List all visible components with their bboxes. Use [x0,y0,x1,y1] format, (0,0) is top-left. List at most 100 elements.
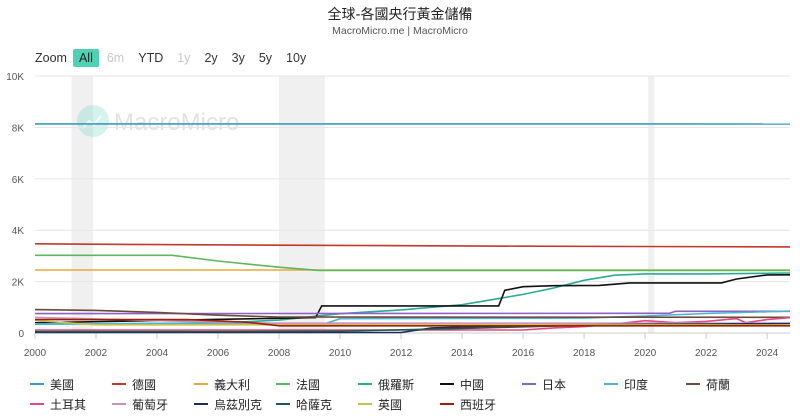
legend-swatch-icon [30,383,44,385]
x-tick-label: 2016 [512,348,535,359]
recession-bands [71,76,655,333]
zoom-button-10y[interactable]: 10y [286,51,307,65]
legend-label: 土耳其 [50,397,87,412]
series-line-英國[interactable] [34,319,791,326]
x-tick-label: 2022 [695,348,718,359]
legend-row: 土耳其 葡萄牙 烏茲別克 哈薩克 英國 西班牙 [30,394,800,414]
legend-swatch-icon [358,403,372,405]
chart-legend: 美國 德國 義大利 法國 俄羅斯 中國 日本 印度 荷蘭 土耳其 葡萄牙 烏茲別克 哈薩克 英國 西班牙 [30,374,800,414]
legend-swatch-icon [112,403,126,405]
legend-label: 日本 [542,377,567,392]
legend-item[interactable]: 俄羅斯 [358,376,440,393]
legend-swatch-icon [522,383,536,385]
y-tick-label: 6K [12,175,25,186]
legend-label: 中國 [460,377,485,392]
x-tick-label: 2010 [329,348,352,359]
x-tick-label: 2002 [85,348,108,359]
legend-item[interactable]: 西班牙 [440,396,522,413]
legend-label: 哈薩克 [296,397,333,412]
legend-label: 印度 [624,377,649,392]
recession-band [648,76,655,333]
legend-item[interactable]: 中國 [440,376,522,393]
legend-item[interactable]: 義大利 [194,376,276,393]
legend-item[interactable]: 哈薩克 [276,396,358,413]
legend-swatch-icon [686,383,700,385]
recession-band [279,76,325,333]
legend-label: 西班牙 [460,397,497,412]
series-line-法國[interactable] [35,254,790,272]
x-tick-label: 2004 [146,348,169,359]
recession-band [71,76,93,333]
chart-title: 全球-各國央行黃金儲備 [327,7,473,23]
legend-label: 德國 [132,377,157,392]
zoom-button-5y[interactable]: 5y [258,51,273,65]
chart-subtitle: MacroMicro.me | MacroMicro [332,25,468,37]
legend-swatch-icon [440,403,454,405]
zoom-button-6m[interactable]: 6m [106,51,125,65]
zoom-range-selector: Zoom All 6m YTD 1y 2y 3y 5y 10y [35,49,314,67]
legend-label: 烏茲別克 [214,397,263,412]
legend-swatch-icon [604,383,618,385]
series-line-日本[interactable] [34,310,790,315]
legend-label: 俄羅斯 [378,377,415,392]
y-tick-label: 10K [6,72,24,83]
x-tick-label: 2000 [24,348,47,359]
x-tick-label: 2020 [634,348,657,359]
legend-item[interactable]: 德國 [112,376,194,393]
legend-item[interactable]: 法國 [276,376,358,393]
macromicro-logo-icon [77,105,109,137]
series-lines [34,123,791,334]
legend-swatch-icon [358,383,372,385]
series-line-中國[interactable] [34,273,791,324]
legend-item[interactable]: 土耳其 [30,396,112,413]
legend-item[interactable]: 印度 [604,376,686,393]
y-tick-label: 8K [12,123,25,134]
legend-swatch-icon [112,383,126,385]
zoom-button-2y[interactable]: 2y [204,51,218,65]
legend-swatch-icon [276,383,290,385]
series-line-德國[interactable] [34,243,791,248]
legend-label: 義大利 [214,377,251,392]
series-line-西班牙[interactable] [35,318,790,327]
legend-row: 美國 德國 義大利 法國 俄羅斯 中國 日本 印度 荷蘭 [30,374,800,394]
x-tick-label: 2018 [573,348,596,359]
legend-label: 美國 [50,377,75,392]
legend-swatch-icon [276,403,290,405]
legend-swatch-icon [440,383,454,385]
zoom-button-1y[interactable]: 1y [177,51,191,65]
x-tick-label: 2006 [207,348,230,359]
x-tick-label: 2008 [268,348,291,359]
x-tick-label: 2012 [390,348,413,359]
legend-label: 荷蘭 [706,377,731,392]
legend-item[interactable]: 葡萄牙 [112,396,194,413]
series-line-土耳其[interactable] [35,316,791,331]
legend-item[interactable]: 荷蘭 [686,376,768,393]
series-line-俄羅斯[interactable] [34,272,791,325]
legend-item[interactable]: 烏茲別克 [194,396,276,413]
x-tick-label: 2024 [756,348,779,359]
x-tick-label: 2014 [451,348,474,359]
grid-lines [35,75,790,334]
zoom-button-3y[interactable]: 3y [231,51,245,65]
legend-label: 葡萄牙 [132,397,169,412]
legend-label: 法國 [296,377,321,392]
y-tick-label: 4K [12,226,25,237]
zoom-button-all[interactable]: All [72,49,99,67]
legend-item[interactable]: 日本 [522,376,604,393]
legend-swatch-icon [30,403,44,405]
y-axis: 0 2K 4K 6K 8K 10K [6,72,24,340]
zoom-label: Zoom [35,51,67,65]
macromicro-watermark: MacroMicro [77,105,239,137]
legend-swatch-icon [194,383,208,385]
y-tick-label: 2K [12,278,25,289]
legend-item[interactable]: 英國 [358,396,440,413]
x-axis: 2000 2002 2004 2006 2008 2010 2012 2014 2016 2018… [24,333,779,359]
legend-item[interactable]: 美國 [30,376,112,393]
y-tick-label: 0 [18,329,24,340]
series-line-荷蘭[interactable] [34,308,791,319]
watermark-text: MacroMicro [114,109,239,136]
legend-label: 英國 [378,397,403,412]
legend-swatch-icon [194,403,208,405]
zoom-button-ytd[interactable]: YTD [138,51,164,65]
